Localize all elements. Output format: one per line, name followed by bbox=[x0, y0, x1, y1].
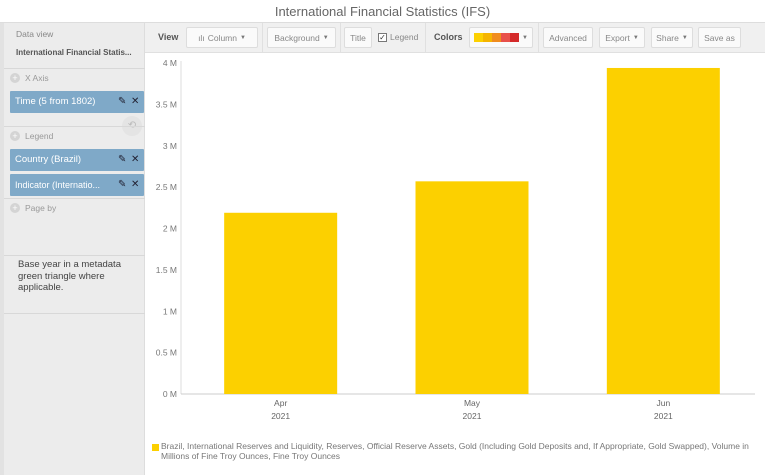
export-dropdown[interactable]: Export ▼ bbox=[599, 27, 645, 48]
advanced-label: Advanced bbox=[549, 32, 587, 43]
palette-color bbox=[492, 33, 502, 42]
y-tick-label: 1.5 M bbox=[156, 265, 177, 275]
chevron-down-icon: ▼ bbox=[239, 34, 246, 41]
data-view-title[interactable]: International Financial Statis... bbox=[16, 48, 132, 57]
plus-icon: + bbox=[10, 203, 20, 213]
sidebar: Data view International Financial Statis… bbox=[0, 23, 145, 475]
y-tick-label: 4 M bbox=[163, 58, 177, 68]
chart-type-dropdown[interactable]: ılı Column ▼ bbox=[186, 27, 258, 48]
column-chart-icon: ılı bbox=[198, 32, 205, 43]
close-icon[interactable]: ✕ bbox=[131, 96, 140, 107]
x-tick-label: 2021 bbox=[463, 411, 482, 421]
y-tick-label: 3 M bbox=[163, 141, 177, 151]
add-x-axis[interactable]: + X Axis bbox=[10, 73, 49, 83]
legend-item-indicator[interactable]: Indicator (Internatio... ✎ ✕ bbox=[10, 174, 144, 196]
edit-icon[interactable]: ✎ bbox=[118, 154, 127, 165]
app-title: International Financial Statistics (IFS) bbox=[0, 0, 765, 23]
title-label: Title bbox=[350, 32, 366, 43]
colors-label: Colors bbox=[434, 32, 463, 42]
page-by-label: Page by bbox=[25, 203, 57, 213]
legend-label: Legend bbox=[25, 131, 54, 141]
advanced-button[interactable]: Advanced bbox=[543, 27, 593, 48]
data-view-label: Data view bbox=[16, 29, 54, 39]
y-tick-label: 3.5 M bbox=[156, 99, 177, 109]
share-label: Share bbox=[656, 32, 679, 43]
x-axis-label: X Axis bbox=[25, 73, 49, 83]
save-as-label: Save as bbox=[704, 32, 735, 43]
legend-toggle-label[interactable]: Legend bbox=[390, 32, 419, 42]
metadata-note: Base year in a metadata green triangle w… bbox=[18, 259, 121, 293]
legend-swatch bbox=[152, 444, 159, 451]
palette-color bbox=[474, 33, 484, 42]
chevron-down-icon: ▼ bbox=[681, 34, 688, 41]
chevron-down-icon: ▼ bbox=[632, 34, 639, 41]
x-tick-label: May bbox=[464, 398, 481, 408]
edit-icon[interactable]: ✎ bbox=[118, 179, 127, 190]
title-button[interactable]: Title bbox=[344, 27, 372, 48]
x-tick-label: Jun bbox=[656, 398, 670, 408]
legend-item-country[interactable]: Country (Brazil) ✎ ✕ bbox=[10, 149, 144, 171]
chart-legend[interactable]: Brazil, International Reserves and Liqui… bbox=[152, 441, 751, 461]
bar bbox=[415, 181, 529, 394]
close-icon[interactable]: ✕ bbox=[131, 179, 140, 190]
y-tick-label: 0.5 M bbox=[156, 348, 177, 358]
y-tick-label: 0 M bbox=[163, 389, 177, 399]
plus-icon: + bbox=[10, 73, 20, 83]
x-axis-item-time[interactable]: Time (5 from 1802) ✎ ✕ bbox=[10, 91, 144, 113]
palette-color bbox=[501, 33, 511, 42]
y-tick-label: 2 M bbox=[163, 224, 177, 234]
bar bbox=[224, 212, 338, 394]
view-label: View bbox=[158, 32, 179, 42]
chart-type-label: Column bbox=[207, 32, 237, 43]
save-as-button[interactable]: Save as bbox=[698, 27, 741, 48]
add-page-by[interactable]: + Page by bbox=[10, 203, 56, 213]
chevron-down-icon: ▼ bbox=[522, 34, 528, 41]
plus-icon: + bbox=[10, 131, 20, 141]
column-chart: 0 M 0.5 M 1 M 1.5 M 2 M 2.5 M 3 M 3.5 M 4 M Apr 20… bbox=[156, 58, 755, 421]
background-label: Background bbox=[274, 32, 320, 43]
edit-icon[interactable]: ✎ bbox=[118, 96, 127, 107]
legend-checkbox[interactable]: ✓ bbox=[378, 33, 387, 42]
palette-swatch bbox=[474, 33, 520, 42]
x-tick-label: 2021 bbox=[654, 411, 673, 421]
pill-label: Indicator (Internatio... bbox=[15, 180, 101, 190]
export-label: Export bbox=[605, 32, 630, 43]
background-dropdown[interactable]: Background ▼ bbox=[267, 27, 336, 48]
y-tick-label: 2.5 M bbox=[156, 182, 177, 192]
pill-label: Time (5 from 1802) bbox=[15, 96, 96, 107]
bar bbox=[606, 67, 720, 394]
palette-color bbox=[483, 33, 493, 42]
x-tick-label: 2021 bbox=[271, 411, 290, 421]
toolbar: View ılı Column ▼ Background ▼ Title ✓ Lege… bbox=[145, 23, 765, 53]
pill-label: Country (Brazil) bbox=[15, 154, 81, 165]
legend-series-label: Brazil, International Reserves and Liqui… bbox=[161, 441, 749, 461]
palette-color bbox=[510, 33, 520, 42]
add-legend[interactable]: + Legend bbox=[10, 131, 53, 141]
share-dropdown[interactable]: Share ▼ bbox=[651, 27, 693, 48]
chevron-down-icon: ▼ bbox=[322, 34, 329, 41]
x-tick-label: Apr bbox=[274, 398, 287, 408]
y-tick-label: 1 M bbox=[163, 306, 177, 316]
close-icon[interactable]: ✕ bbox=[131, 154, 140, 165]
palette-dropdown[interactable]: ▼ bbox=[469, 27, 533, 48]
